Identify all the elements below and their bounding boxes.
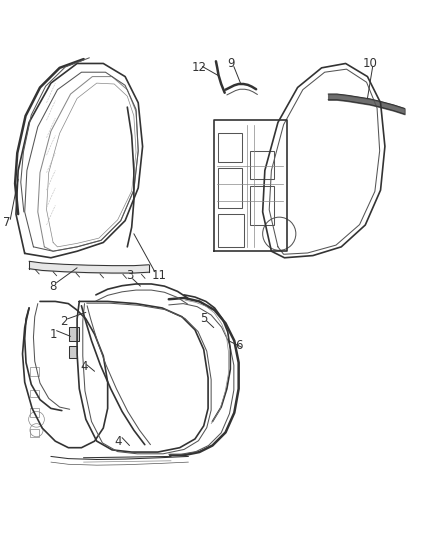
Text: 11: 11 (151, 269, 166, 282)
Text: 5: 5 (200, 312, 208, 325)
Text: 4: 4 (80, 360, 88, 374)
Text: 1: 1 (49, 328, 57, 341)
Text: 6: 6 (235, 338, 242, 352)
Bar (69, 327, 79, 341)
Bar (30, 429, 39, 437)
Bar (218, 168, 242, 207)
Bar (218, 133, 242, 161)
Text: 7: 7 (4, 216, 11, 229)
Text: 10: 10 (362, 57, 377, 70)
Text: 2: 2 (60, 314, 68, 328)
Bar (30, 390, 39, 398)
Text: 3: 3 (126, 269, 133, 282)
Bar (30, 408, 39, 417)
Text: 4: 4 (115, 434, 122, 448)
Text: 8: 8 (49, 280, 57, 293)
Text: 9: 9 (227, 57, 234, 70)
Bar (218, 214, 244, 247)
Bar (251, 185, 275, 225)
Bar (30, 367, 39, 376)
Bar (251, 151, 275, 179)
Bar (69, 346, 77, 358)
Text: 12: 12 (192, 61, 207, 74)
